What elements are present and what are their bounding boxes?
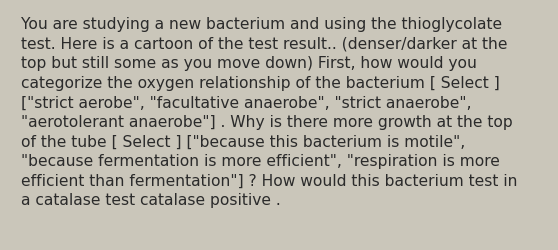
Text: You are studying a new bacterium and using the thioglycolate
test. Here is a car: You are studying a new bacterium and usi…: [21, 17, 517, 207]
